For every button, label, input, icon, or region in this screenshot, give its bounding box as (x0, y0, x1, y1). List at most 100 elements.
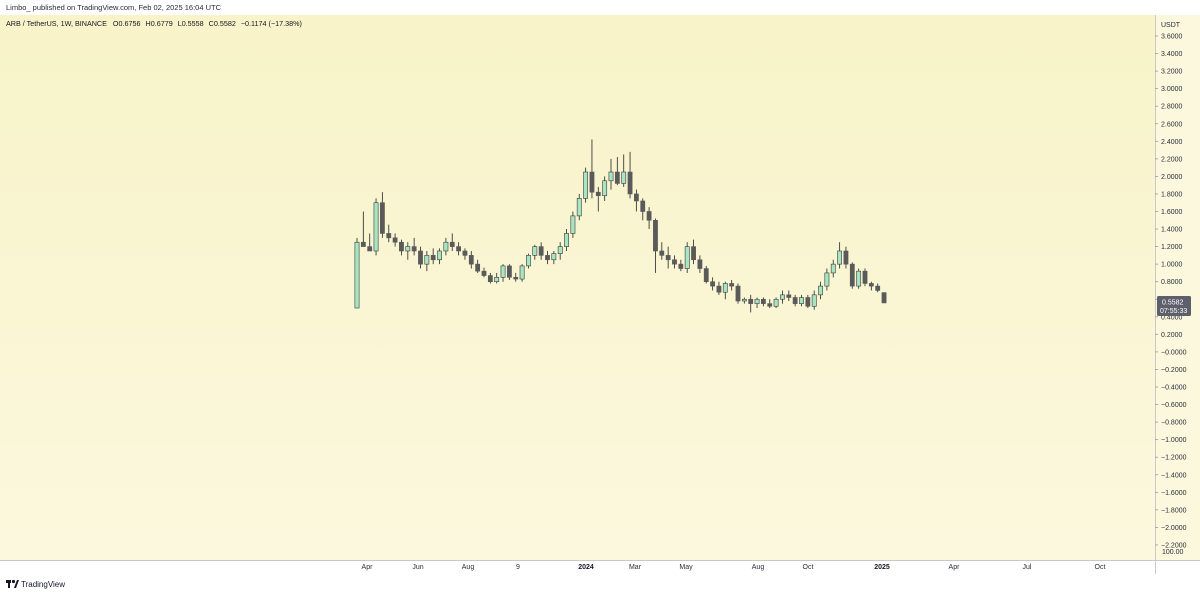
candle (494, 272, 500, 284)
candle (430, 248, 436, 265)
candle-body-down (399, 241, 404, 252)
candle-body-down (792, 297, 798, 304)
plot-area[interactable] (0, 15, 1155, 560)
candle (875, 283, 881, 293)
candle (760, 297, 766, 307)
candle (608, 158, 614, 190)
candle (411, 237, 417, 256)
candle-body-down (735, 285, 741, 302)
time-labels: Apr Jun Aug 9 2024 Mar May Aug Oct 2025 Apr Jul Oct (362, 564, 1106, 571)
candle (748, 294, 754, 313)
candle (627, 151, 633, 199)
legend-c-label: C (209, 19, 214, 28)
time-axis-label: Oct (1095, 564, 1106, 571)
tradingview-logo[interactable]: TradingView (6, 579, 65, 589)
candle-body-down (449, 241, 455, 247)
candle (570, 211, 576, 238)
candle-body-down (767, 303, 773, 307)
candle-body-up (557, 246, 563, 254)
candle-body-up (551, 253, 557, 261)
legend-symbol: ARB / TetherUS, 1W, BINANCE (6, 19, 107, 28)
candle (475, 259, 481, 273)
price-axis-area[interactable] (1155, 15, 1200, 560)
legend-l-value: 0.5558 (182, 19, 204, 28)
price-tick-label: 1.2000 (1161, 244, 1183, 251)
candle-body-down (462, 250, 468, 256)
candle (424, 250, 430, 272)
candle-body-down (379, 202, 385, 234)
candle (640, 198, 646, 221)
candle-body-down (468, 255, 474, 265)
candle-body-up (684, 246, 690, 269)
candle-body-up (837, 250, 842, 265)
candle (786, 290, 792, 302)
legend-o-value: 0.6756 (119, 19, 141, 28)
candle (481, 267, 487, 278)
candle-body-down (513, 277, 519, 280)
candle (849, 262, 855, 289)
candle-body-up (799, 297, 804, 304)
time-axis-area[interactable] (0, 560, 1155, 574)
price-tick-label: 1.8000 (1161, 191, 1183, 198)
candle-body-down (862, 270, 868, 284)
candle-body-down (697, 259, 703, 269)
candle (862, 268, 868, 287)
candle (583, 167, 588, 203)
candle (722, 281, 728, 300)
candle (678, 259, 684, 272)
candle-body-down (659, 250, 665, 256)
candle-body-down (633, 193, 639, 202)
candle-body-up (621, 171, 627, 184)
candle (805, 294, 811, 309)
candle-body-down (646, 211, 652, 221)
candle (487, 272, 493, 284)
candle (526, 253, 531, 269)
time-axis-label: Jun (412, 564, 423, 571)
price-tick-label: 2.4000 (1161, 139, 1183, 146)
candle-body-up (818, 285, 823, 296)
candle (468, 250, 474, 269)
candle-body-down (418, 250, 423, 265)
candle-body-up (500, 265, 506, 278)
candle-body-down (760, 298, 766, 304)
legend-o-label: O (113, 19, 119, 28)
candle-body-up (519, 265, 525, 280)
legend-h-value: 0.6779 (151, 19, 173, 28)
price-tick-label: −1.0000 (1161, 437, 1187, 444)
candle-body-up (773, 298, 779, 307)
price-tick-label: 2.8000 (1161, 104, 1183, 111)
candle-body-up (564, 233, 569, 247)
countdown-value: 07:55:33 (1160, 308, 1187, 315)
candle-body-down (716, 285, 722, 293)
candle-body-up (754, 298, 760, 304)
tradingview-logo-icon (6, 579, 19, 588)
candle-body-down (386, 233, 392, 239)
candle-body-down (843, 250, 849, 265)
price-tick-label: 1.4000 (1161, 227, 1183, 234)
candle (576, 193, 582, 221)
candle (710, 277, 715, 291)
time-axis-label: Mar (629, 564, 642, 571)
candle (868, 281, 874, 291)
time-axis-label: 2025 (874, 564, 890, 571)
candle-body-up (373, 202, 379, 252)
candle-body-down (411, 246, 417, 252)
price-tick-label: 3.0000 (1161, 86, 1183, 93)
candle-body-up (602, 180, 608, 197)
last-price-tag-bg (1157, 296, 1191, 316)
candle (386, 224, 392, 243)
candle-body-down (703, 268, 709, 283)
candle-body-down (538, 246, 544, 256)
candle-body-up (532, 246, 538, 256)
price-tick-label: 3.2000 (1161, 69, 1183, 76)
candle-body-down (475, 263, 481, 272)
price-axis-unit: USDT (1161, 22, 1181, 29)
price-tick-label: 1.6000 (1161, 209, 1183, 216)
candle-body-up (354, 241, 360, 309)
candle (856, 268, 862, 289)
candle-body-down (805, 297, 811, 307)
candle-body-down (849, 263, 855, 287)
time-axis-label: Aug (752, 564, 765, 571)
